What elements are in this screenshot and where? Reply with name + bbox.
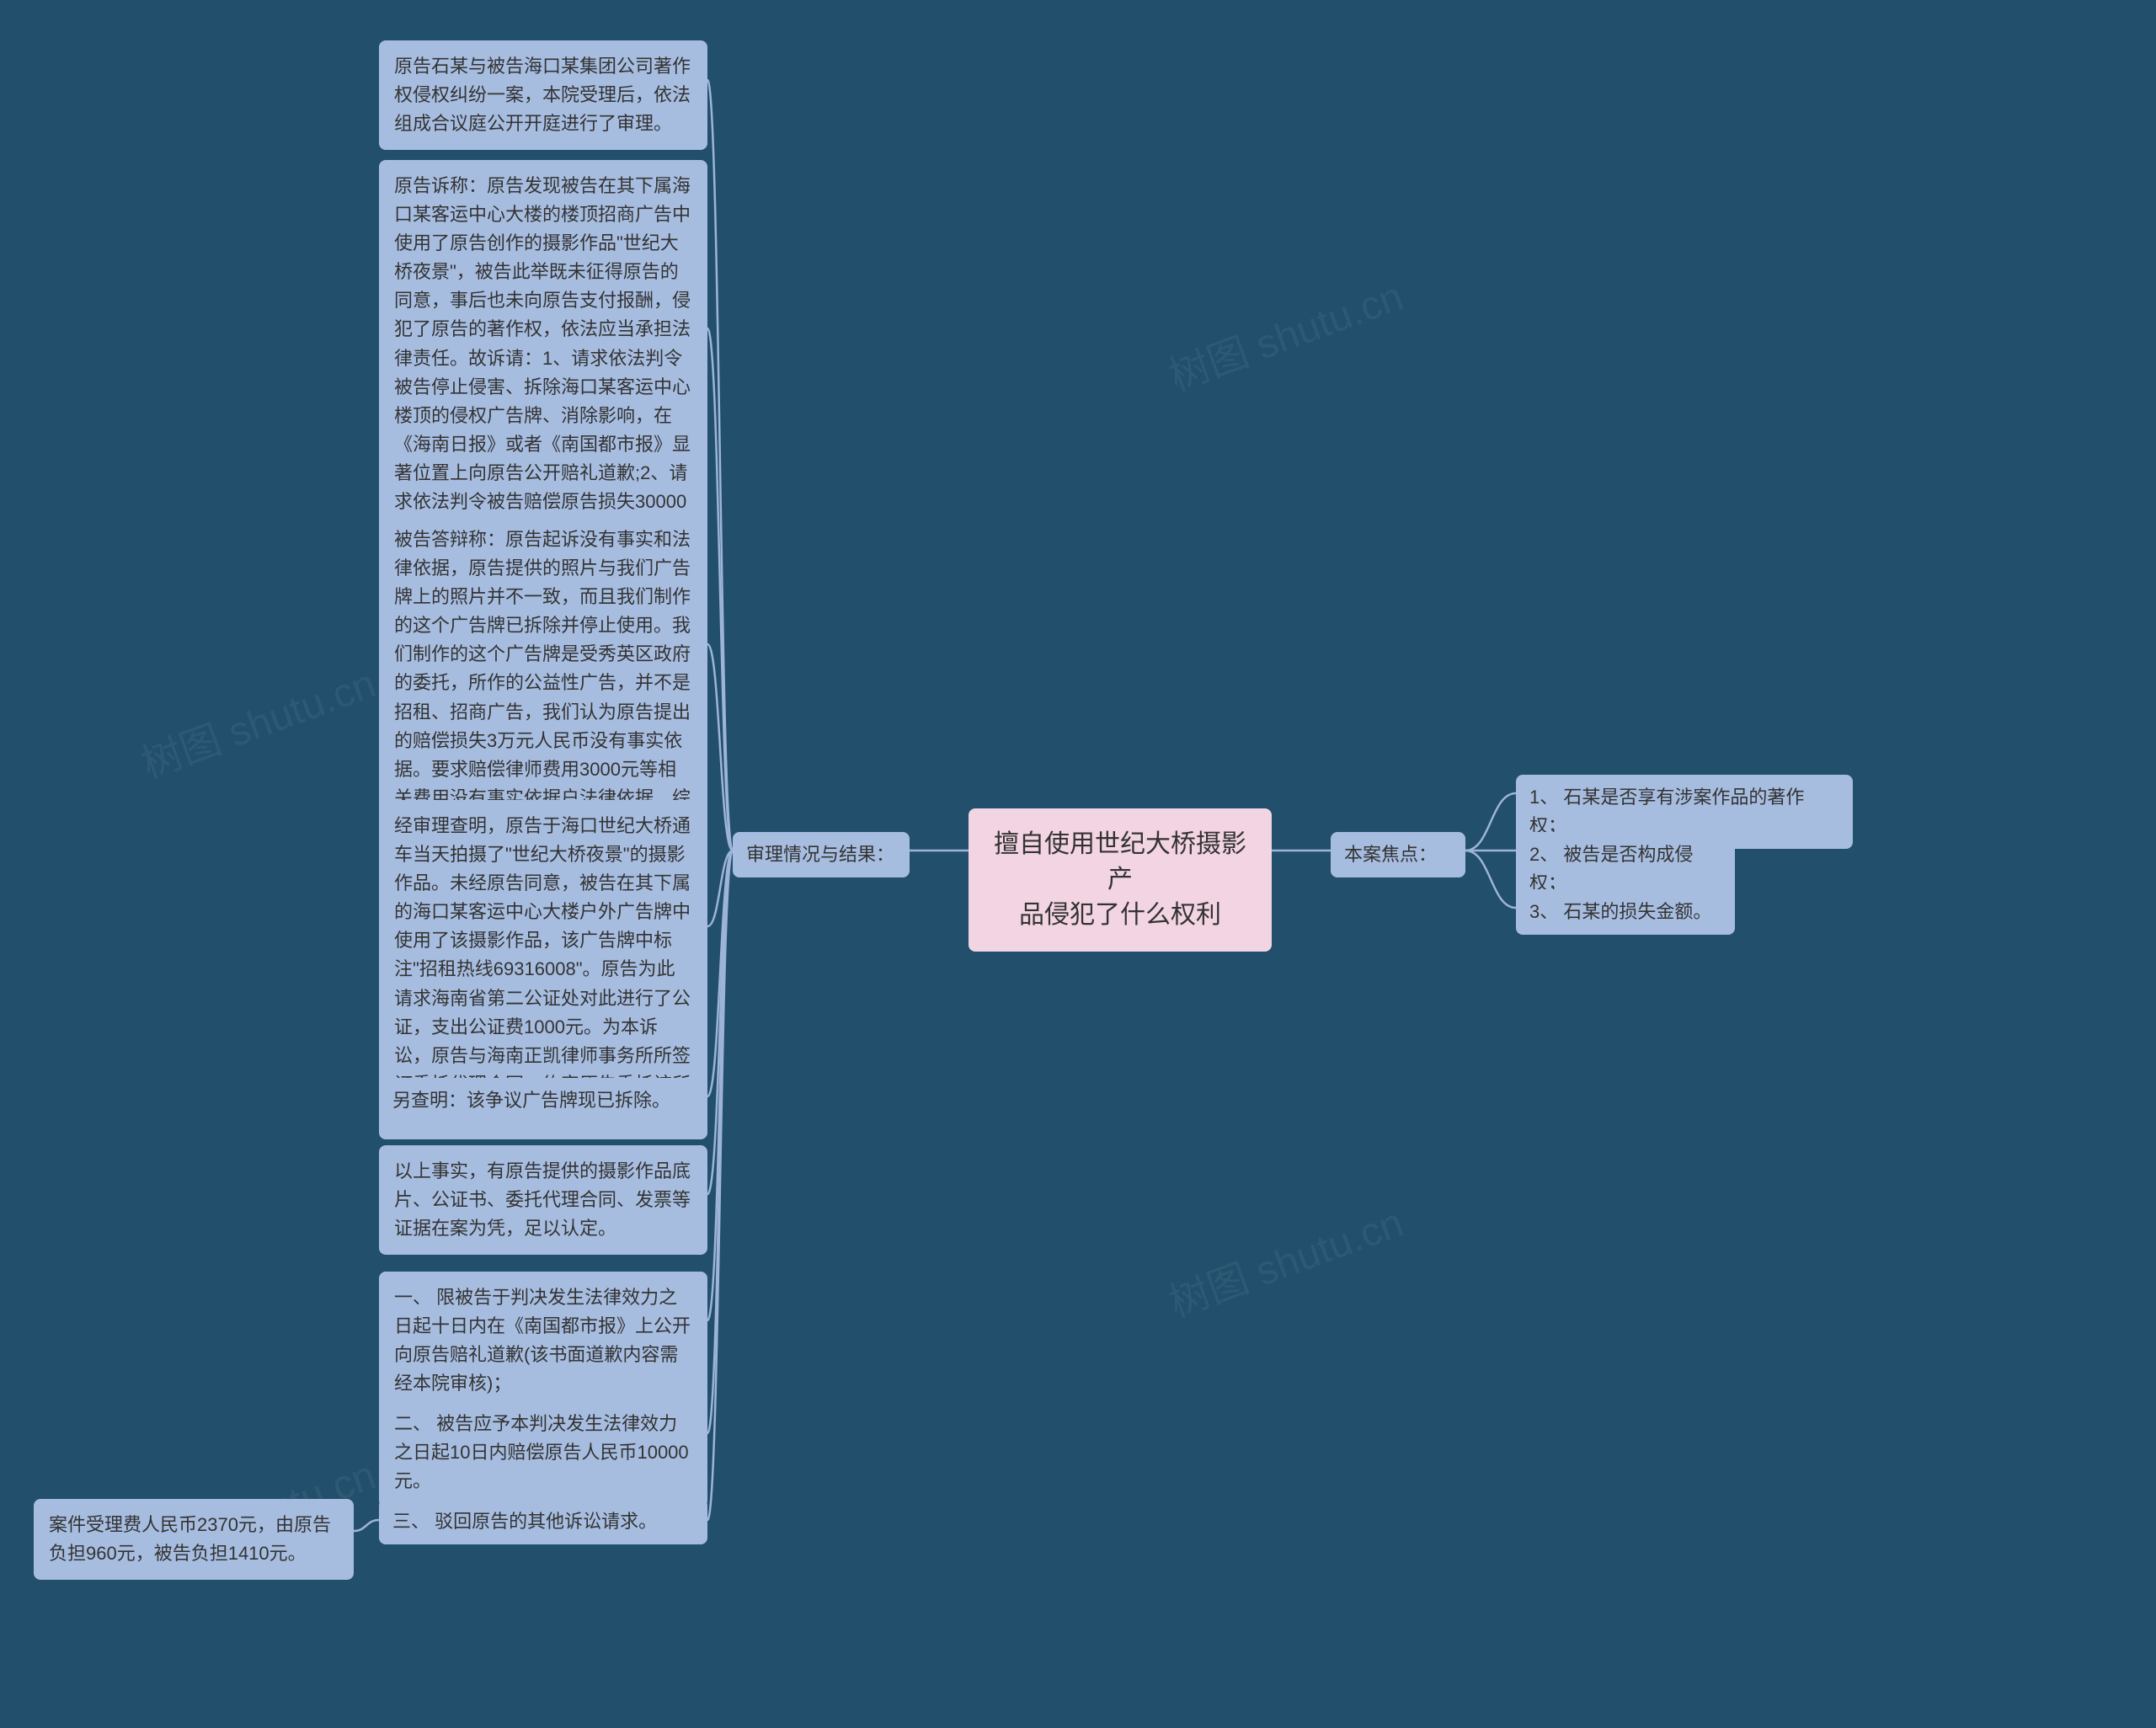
left-branch-label: 审理情况与结果： bbox=[733, 832, 910, 877]
left-sub-node: 案件受理费人民币2370元，由原告负担960元，被告负担1410元。 bbox=[34, 1499, 354, 1580]
center-line2: 品侵犯了什么权利 bbox=[1019, 901, 1221, 929]
left-node-5: 以上事实，有原告提供的摄影作品底片、公证书、委托代理合同、发票等证据在案为凭，足… bbox=[379, 1145, 707, 1255]
left-node-0: 原告石某与被告海口某集团公司著作权侵权纠纷一案，本院受理后，依法组成合议庭公开开… bbox=[379, 40, 707, 150]
watermark: 树图 shutu.cn bbox=[1160, 1189, 1410, 1328]
watermark: 树图 shutu.cn bbox=[1160, 263, 1410, 402]
right-branch-label: 本案焦点： bbox=[1331, 832, 1465, 877]
right-node-2: 3、 石某的损失金额。 bbox=[1516, 889, 1735, 935]
left-node-4: 另查明：该争议广告牌现已拆除。 bbox=[379, 1078, 707, 1123]
center-line1: 擅自使用世纪大桥摄影产 bbox=[994, 830, 1246, 893]
left-node-8: 三、 驳回原告的其他诉讼请求。 bbox=[379, 1499, 707, 1544]
left-node-6: 一、 限被告于判决发生法律效力之日起十日内在《南国都市报》上公开向原告赔礼道歉(… bbox=[379, 1272, 707, 1410]
watermark: 树图 shutu.cn bbox=[132, 650, 382, 789]
center-node: 擅自使用世纪大桥摄影产 品侵犯了什么权利 bbox=[969, 808, 1272, 952]
left-node-7: 二、 被告应予本判决发生法律效力之日起10日内赔偿原告人民币10000元。 bbox=[379, 1398, 707, 1507]
